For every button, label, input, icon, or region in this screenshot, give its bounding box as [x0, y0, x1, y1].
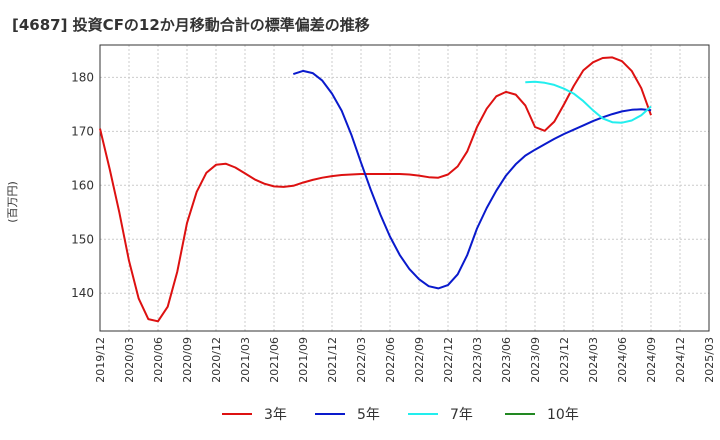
x-tick-label: 2021/12 [326, 337, 339, 383]
y-axis-ticks: 140 150 160 170 180 [71, 70, 94, 300]
legend-label: 7年 [450, 407, 473, 423]
x-axis-ticks: 2019/12 2020/03 2020/06 2020/09 2020/12 2021/… [94, 337, 716, 383]
x-tick-label: 2021/09 [297, 337, 310, 383]
x-tick-label: 2022/12 [442, 337, 455, 383]
x-tick-label: 2021/03 [239, 337, 252, 383]
series-line-7年 [525, 80, 652, 124]
y-tick-label: 150 [71, 232, 94, 246]
x-tick-label: 2020/12 [210, 337, 223, 383]
y-tick-label: 180 [71, 70, 94, 84]
x-tick-label: 2024/03 [587, 337, 600, 383]
x-tick-label: 2022/09 [413, 337, 426, 383]
series-layer [99, 56, 652, 323]
y-tick-label: 160 [71, 178, 94, 192]
y-tick-label: 140 [71, 286, 94, 300]
x-tick-label: 2020/03 [123, 337, 136, 383]
y-tick-label: 170 [71, 124, 94, 138]
x-tick-label: 2023/03 [471, 337, 484, 383]
x-tick-label: 2024/09 [645, 337, 658, 383]
legend-label: 10年 [547, 407, 579, 423]
y-axis-label: (百万円) [6, 181, 19, 223]
x-tick-label: 2025/03 [703, 337, 716, 383]
series-line-3年 [99, 56, 652, 323]
x-tick-label: 2021/06 [268, 337, 281, 383]
chart-title: [4687] 投資CFの12か月移動合計の標準偏差の推移 [12, 16, 370, 34]
x-tick-label: 2024/12 [674, 337, 687, 383]
series-line-5年 [292, 69, 652, 290]
plot-frame [99, 44, 710, 332]
grid-layer [99, 45, 710, 331]
x-tick-label: 2024/06 [616, 337, 629, 383]
x-tick-label: 2022/06 [384, 337, 397, 383]
x-tick-label: 2019/12 [94, 337, 107, 383]
x-tick-label: 2020/09 [181, 337, 194, 383]
x-tick-label: 2023/06 [500, 337, 513, 383]
x-tick-label: 2022/03 [355, 337, 368, 383]
legend-label: 5年 [357, 407, 380, 423]
legend-label: 3年 [264, 407, 287, 423]
x-tick-label: 2020/06 [152, 337, 165, 383]
legend: 3年 5年 7年 10年 [222, 407, 579, 423]
x-tick-label: 2023/12 [558, 337, 571, 383]
x-tick-label: 2023/09 [529, 337, 542, 383]
